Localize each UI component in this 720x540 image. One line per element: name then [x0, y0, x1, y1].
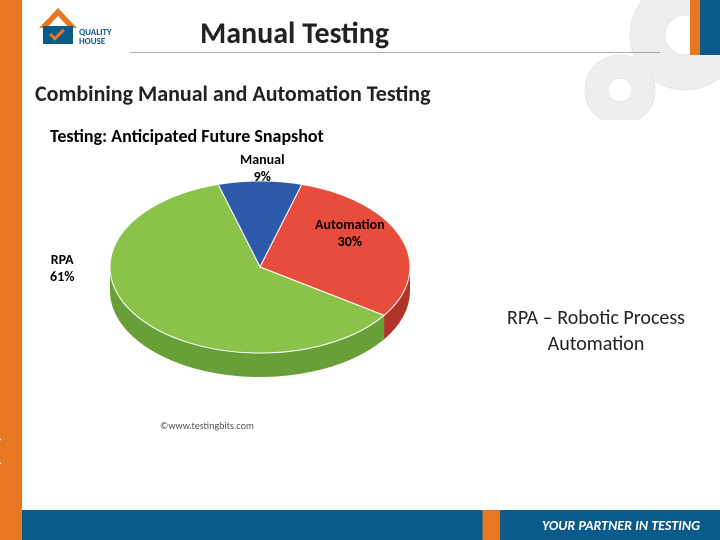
page-title: Manual Testing — [200, 15, 389, 52]
chart-attribution: ©www.testingbits.com — [160, 419, 480, 432]
chart-title: Testing: Anticipated Future Snapshot — [50, 125, 480, 147]
pie-wrap: RPA61% Automation30% Manual9% — [70, 157, 450, 417]
logo-house-icon — [43, 26, 73, 44]
left-brand-strip: www.qualityhouse.com — [0, 0, 22, 540]
brand-logo: QUALITYHOUSE — [35, 8, 125, 60]
slice-label-automation: Automation30% — [315, 217, 385, 251]
pie-chart: Testing: Anticipated Future Snapshot RPA… — [40, 125, 480, 465]
title-rule — [130, 52, 660, 53]
slice-label-manual: Manual9% — [240, 152, 285, 186]
pie-svg — [70, 157, 450, 387]
logo-text: QUALITYHOUSE — [79, 28, 112, 46]
side-url: www.qualityhouse.com — [0, 386, 2, 495]
side-note: RPA – Robotic ProcessAutomation — [507, 305, 685, 357]
slice-label-rpa: RPA61% — [50, 252, 74, 286]
section-subtitle: Combining Manual and Automation Testing — [35, 80, 431, 107]
footer-tagline: YOUR PARTNER IN TESTING — [542, 517, 700, 534]
logo-check-icon — [49, 25, 65, 41]
corner-accent — [690, 0, 720, 55]
